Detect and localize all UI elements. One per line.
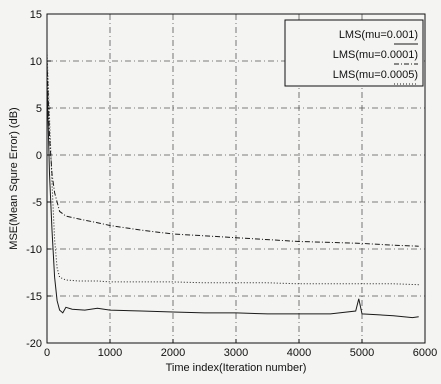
y-tick-label: 0 (36, 150, 42, 162)
y-tick-label: 5 (36, 103, 42, 115)
y-tick-label: -20 (26, 338, 42, 350)
series-lines (46, 51, 419, 319)
x-tick-label: 2000 (161, 347, 185, 359)
y-tick-label: -15 (26, 291, 42, 303)
x-tick-label: 5000 (350, 347, 374, 359)
x-tick-label: 4000 (287, 347, 311, 359)
y-axis-label: MSE(Mean Squre Error) (dB) (8, 107, 20, 249)
series-line-lms-mu-0-001 (46, 79, 419, 319)
series-line-lms-mu-0-0005 (46, 51, 419, 286)
y-tick-label: -10 (26, 244, 42, 256)
y-tick-label: -5 (32, 197, 42, 209)
x-tick-label: 6000 (413, 347, 437, 359)
y-tick-label: 10 (30, 56, 42, 68)
x-tick-label: 0 (44, 347, 50, 359)
x-tick-label: 1000 (98, 347, 122, 359)
legend-label: LMS(mu=0.0001) (333, 49, 418, 61)
axis-ticks: 0 1000 2000 3000 4000 5000 6000 15 10 5 0 -5 -10 -15 -… (26, 9, 437, 359)
legend-box (284, 19, 424, 87)
x-tick-label: 3000 (224, 347, 248, 359)
x-axis-label: Time index(Iteration number) (166, 362, 307, 374)
series-line-lms-mu-0-0001 (46, 60, 419, 247)
legend: LMS(mu=0.001) LMS(mu=0.0001) LMS(mu=0.0005… (284, 19, 424, 87)
y-tick-label: 15 (30, 9, 42, 21)
legend-label: LMS(mu=0.0005) (333, 69, 418, 81)
legend-label: LMS(mu=0.001) (339, 29, 418, 41)
